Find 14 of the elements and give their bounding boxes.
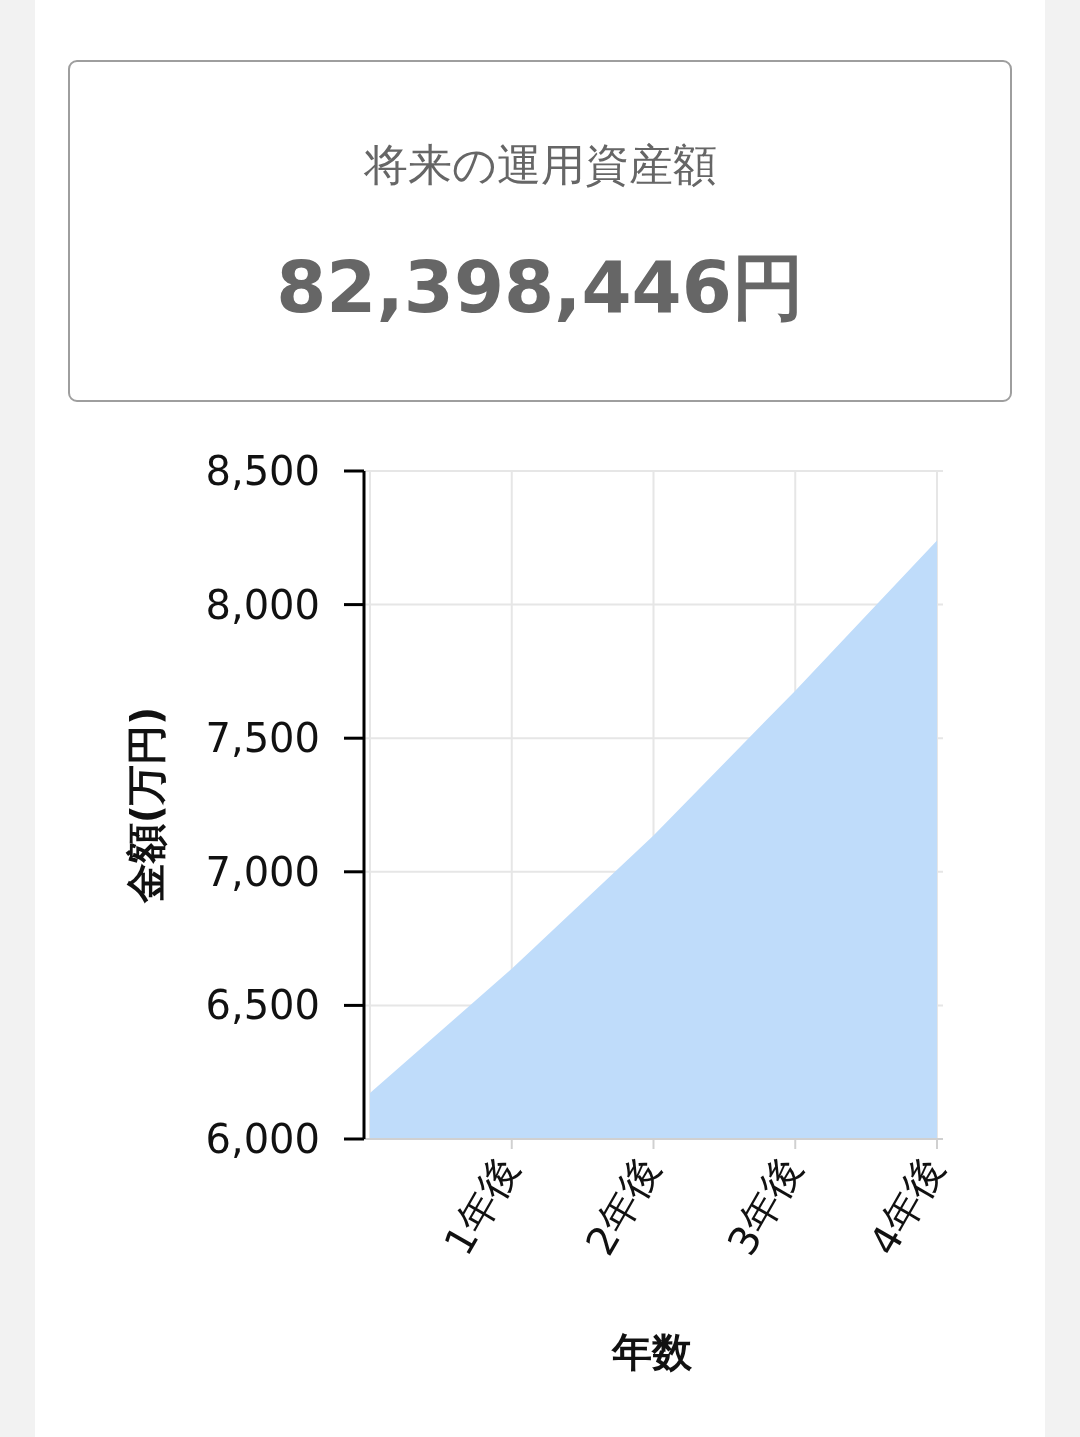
- x-tick-label: 1年後: [434, 1148, 528, 1263]
- x-tick-label: 3年後: [718, 1148, 812, 1263]
- y-tick-label: 6,000: [205, 1116, 320, 1162]
- chart-title: 将来の運用資産額: [362, 139, 717, 190]
- x-tick-label: 4年後: [860, 1148, 953, 1263]
- y-tick-label: 6,500: [205, 982, 320, 1029]
- y-tick-label: 7,500: [205, 715, 320, 762]
- chart-subtitle: 82,398,446円: [276, 245, 804, 329]
- y-tick-label: 8,500: [205, 448, 320, 494]
- y-axis-title: 金額(万円): [123, 706, 169, 905]
- y-tick-label: 8,000: [205, 581, 320, 628]
- x-axis-title: 年数: [611, 1329, 693, 1375]
- y-tick-label: 7,000: [205, 848, 320, 895]
- x-tick-label: 2年後: [576, 1148, 670, 1263]
